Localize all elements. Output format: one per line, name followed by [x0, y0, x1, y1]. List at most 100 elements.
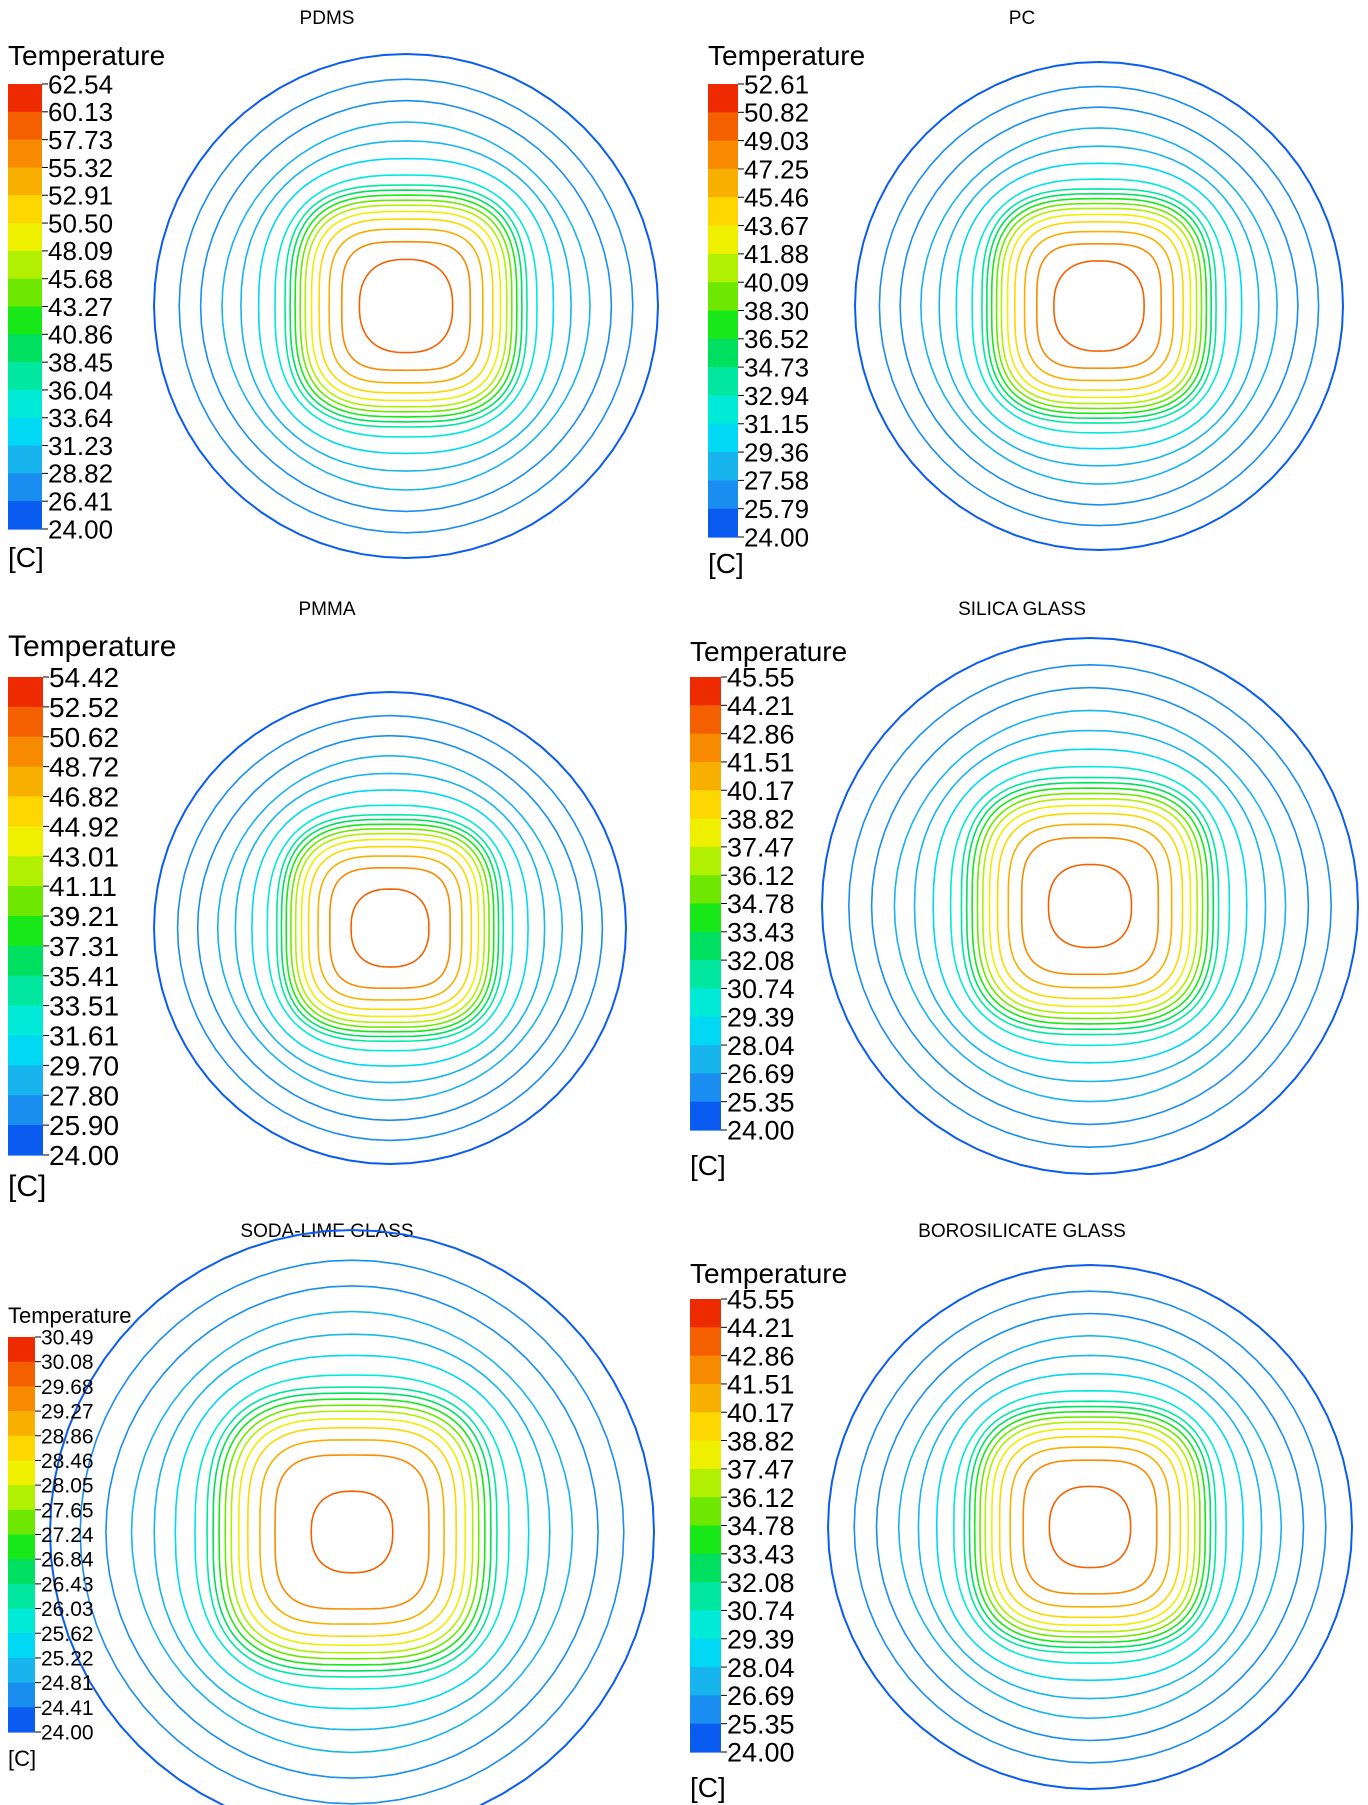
isotherm	[899, 106, 1299, 506]
colorbar-tick-label: 39.21	[49, 901, 119, 932]
colorbar-band	[708, 310, 738, 340]
colorbar-tick-label: 45.55	[727, 1285, 795, 1315]
colorbar-band	[8, 417, 42, 447]
colorbar-tick-label: 24.41	[41, 1697, 94, 1720]
colorbar-band	[708, 140, 738, 170]
contour-plot	[48, 1228, 656, 1805]
isotherm	[971, 787, 1209, 1025]
colorbar-band	[8, 334, 42, 363]
isotherm	[996, 812, 1184, 1000]
colorbar-band	[708, 168, 738, 198]
colorbar-tick-label: 40.17	[727, 1398, 795, 1428]
isotherm	[358, 258, 454, 354]
colorbar-band	[708, 508, 738, 538]
colorbar-tick-label: 34.78	[727, 1511, 795, 1541]
colorbar-band	[8, 975, 43, 1007]
legend-title: Temperature	[690, 636, 848, 667]
colorbar-band	[690, 1327, 721, 1357]
colorbar-band	[708, 452, 738, 481]
contour-plot	[152, 52, 660, 560]
isotherm	[275, 813, 505, 1043]
colorbar-tick-label: 32.08	[727, 1568, 795, 1598]
colorbar-tick-label: 48.72	[49, 752, 119, 783]
isotherm	[875, 1312, 1305, 1742]
colorbar-band	[8, 223, 42, 252]
colorbar-tick-label: 43.67	[744, 211, 809, 241]
colorbar-tick-label: 36.12	[727, 1483, 795, 1513]
isotherm	[212, 1392, 492, 1672]
isotherm	[965, 781, 1215, 1031]
colorbar-band	[690, 818, 721, 848]
colorbar-band	[8, 84, 42, 113]
colorbar-tick-label: 42.86	[727, 719, 795, 749]
colorbar-band	[690, 1383, 721, 1413]
isotherm	[280, 818, 500, 1038]
colorbar-tick-label: 41.51	[727, 748, 795, 778]
colorbar-band	[690, 1101, 721, 1131]
colorbar-tick-label: 26.43	[41, 1573, 94, 1596]
isotherm	[960, 776, 1220, 1036]
colorbar-band	[8, 1534, 35, 1560]
isotherm	[350, 888, 430, 968]
isotherm	[973, 1410, 1207, 1644]
colorbar-tick-label: 25.90	[49, 1110, 119, 1141]
colorbar-tick-label: 29.39	[727, 1002, 795, 1032]
colorbar-band	[8, 1337, 35, 1363]
colorbar-band	[8, 1435, 35, 1462]
colorbar-band	[708, 423, 738, 453]
colorbar-tick-label: 30.74	[727, 1596, 795, 1626]
colorbar-tick-label: 31.23	[48, 431, 113, 461]
colorbar-band	[690, 1553, 721, 1583]
isotherm	[221, 121, 591, 491]
isotherm	[216, 754, 564, 1102]
colorbar-band	[708, 395, 738, 425]
isotherm	[955, 162, 1243, 450]
isotherm	[1013, 220, 1185, 392]
colorbar-band	[690, 1073, 721, 1103]
colorbar-tick-label: 29.70	[49, 1050, 119, 1081]
colorbar-band	[8, 856, 43, 887]
colorbar-tick-label: 26.41	[48, 487, 113, 517]
colorbar-band	[690, 960, 721, 990]
isotherm	[984, 1421, 1196, 1633]
isotherm	[105, 1285, 599, 1779]
isotherm	[224, 1404, 480, 1660]
colorbar-tick-label: 37.47	[727, 1455, 795, 1485]
panel-title: BOROSILICATE GLASS	[918, 1221, 1126, 1242]
colorbar-tick-label: 38.30	[744, 296, 809, 326]
isotherm	[1053, 260, 1145, 352]
colorbar-band	[690, 1582, 721, 1612]
colorbar-band	[690, 1525, 721, 1555]
colorbar-band	[8, 195, 42, 224]
colorbar: 30.4930.0829.6829.2728.8628.4628.0527.65…	[8, 1327, 94, 1745]
isotherm	[893, 709, 1287, 1103]
isotherm	[310, 210, 502, 402]
colorbar-tick-label: 31.15	[744, 409, 809, 439]
colorbar-tick-label: 30.74	[727, 974, 795, 1004]
colorbar-tick-label: 40.09	[744, 268, 809, 298]
colorbar-tick-label: 45.68	[48, 264, 113, 294]
colorbar-tick-label: 29.36	[744, 437, 809, 467]
colorbar-band	[708, 225, 738, 255]
colorbar-tick-label: 25.35	[727, 1087, 795, 1117]
colorbar-band	[690, 931, 721, 961]
colorbar-band	[708, 338, 738, 368]
isotherm	[963, 1400, 1217, 1654]
isotherm	[299, 199, 513, 413]
colorbar-tick-label: 24.00	[49, 1140, 119, 1171]
isotherm	[917, 1354, 1263, 1700]
isotherm	[990, 1427, 1190, 1627]
isotherm	[251, 789, 529, 1067]
domain-boundary	[826, 1263, 1354, 1791]
colorbar-tick-label: 25.35	[727, 1709, 795, 1739]
isotherm	[285, 823, 495, 1033]
isotherm	[938, 145, 1260, 467]
colorbar-tick-label: 38.82	[727, 1426, 795, 1456]
colorbar-band	[8, 886, 43, 917]
colorbar-tick-label: 40.86	[48, 320, 113, 350]
colorbar-tick-label: 29.68	[41, 1376, 94, 1399]
colorbar-band	[8, 945, 43, 977]
isotherm	[935, 1372, 1245, 1682]
colorbar-tick-label: 26.69	[727, 1059, 795, 1089]
legend-title: Temperature	[8, 630, 177, 663]
